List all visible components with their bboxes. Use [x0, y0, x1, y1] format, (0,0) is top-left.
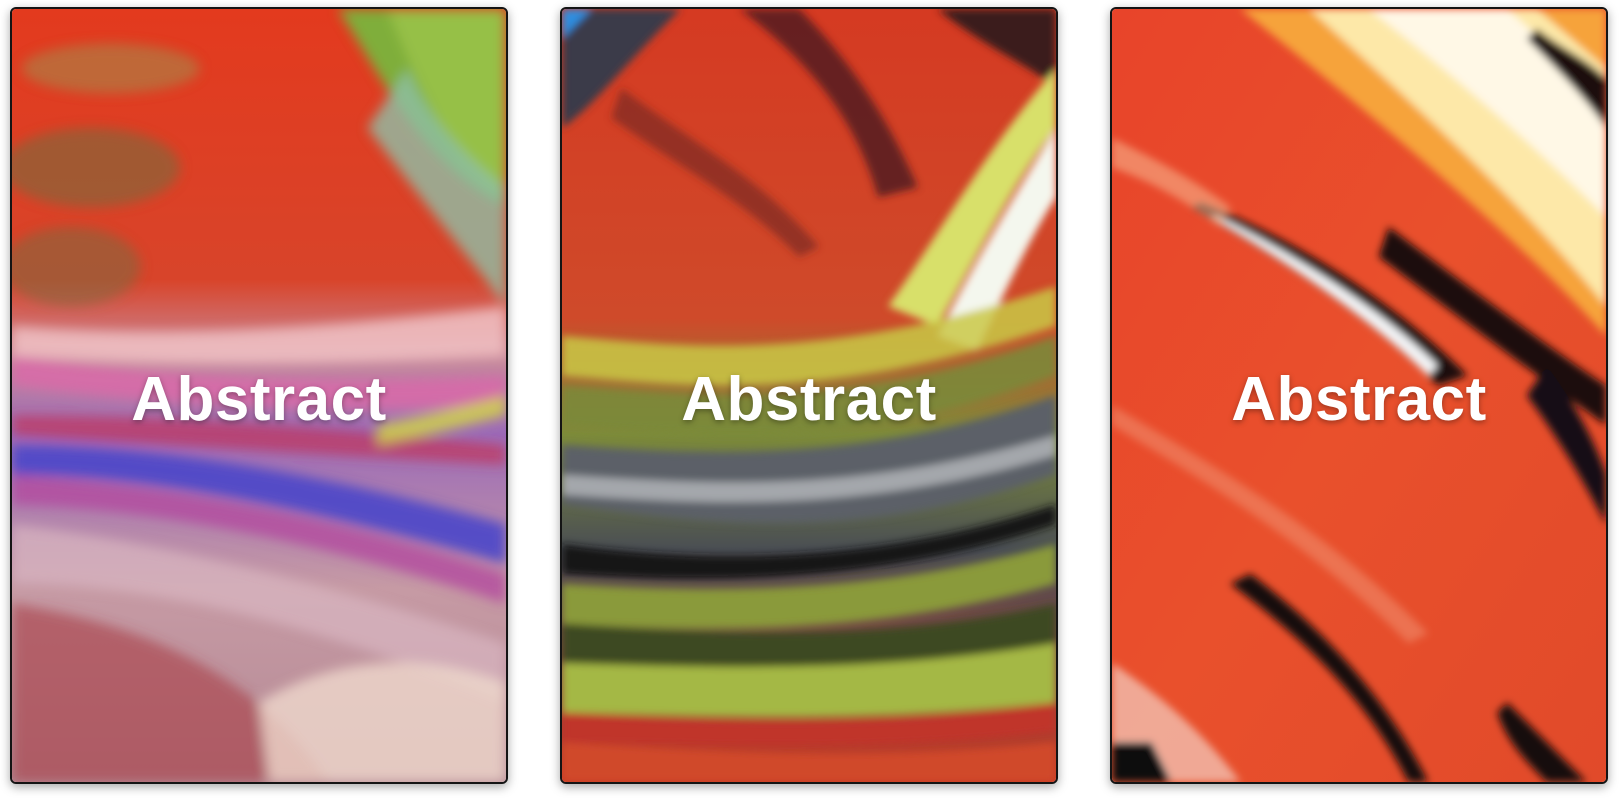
abstract-painting-image-3	[1112, 9, 1606, 782]
abstract-card-3[interactable]: Abstract	[1110, 7, 1608, 784]
abstract-painting-image-2	[562, 9, 1056, 782]
abstract-card-1[interactable]: Abstract	[10, 7, 508, 784]
abstract-card-2[interactable]: Abstract	[560, 7, 1058, 784]
abstract-painting-image-1	[12, 9, 506, 782]
